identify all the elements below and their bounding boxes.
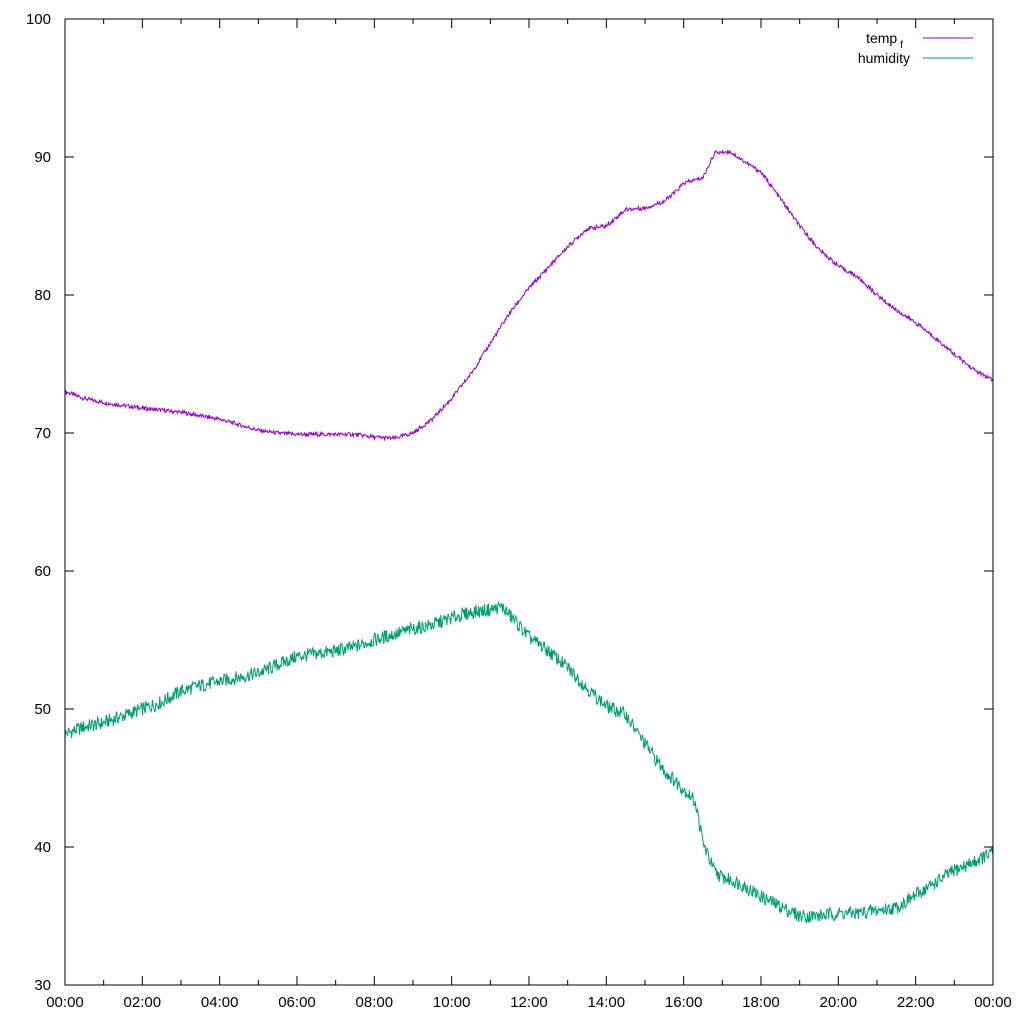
y-tick-label: 90 bbox=[34, 149, 51, 166]
x-tick-label: 02:00 bbox=[124, 994, 162, 1011]
x-tick-label: 20:00 bbox=[820, 994, 858, 1011]
x-tick-label: 06:00 bbox=[278, 994, 316, 1011]
x-tick-label: 04:00 bbox=[201, 994, 239, 1011]
plot-frame bbox=[64, 18, 994, 986]
y-tick-label: 50 bbox=[34, 701, 51, 718]
y-tick-label: 70 bbox=[34, 425, 51, 442]
series-layer bbox=[64, 149, 994, 924]
x-tick-label: 12:00 bbox=[510, 994, 548, 1011]
x-tick-label: 08:00 bbox=[356, 994, 394, 1011]
y-tick-label: 30 bbox=[34, 977, 51, 994]
x-tick-label: 14:00 bbox=[588, 994, 626, 1011]
y-tick-label: 40 bbox=[34, 839, 51, 856]
x-tick-label: 16:00 bbox=[665, 994, 703, 1011]
x-tick-label: 10:00 bbox=[433, 994, 471, 1011]
y-tick-label: 100 bbox=[26, 11, 51, 28]
legend-label-temp: temp f bbox=[866, 30, 903, 51]
y-tick-label: 80 bbox=[34, 287, 51, 304]
series-line-humidity bbox=[64, 600, 994, 924]
y-tick-label: 60 bbox=[34, 563, 51, 580]
ticks-layer: 00:00 02:00 04:00 06:00 08:00 10:00 12:00 14:00… bbox=[26, 11, 1012, 1011]
series-line-temp bbox=[64, 149, 994, 442]
legend: temp f humidity bbox=[858, 30, 973, 66]
x-tick-label: 00:00 bbox=[974, 994, 1012, 1011]
x-tick-label: 00:00 bbox=[46, 994, 84, 1011]
x-tick-label: 18:00 bbox=[742, 994, 780, 1011]
legend-label-humidity: humidity bbox=[858, 50, 910, 66]
x-tick-label: 22:00 bbox=[897, 994, 935, 1011]
